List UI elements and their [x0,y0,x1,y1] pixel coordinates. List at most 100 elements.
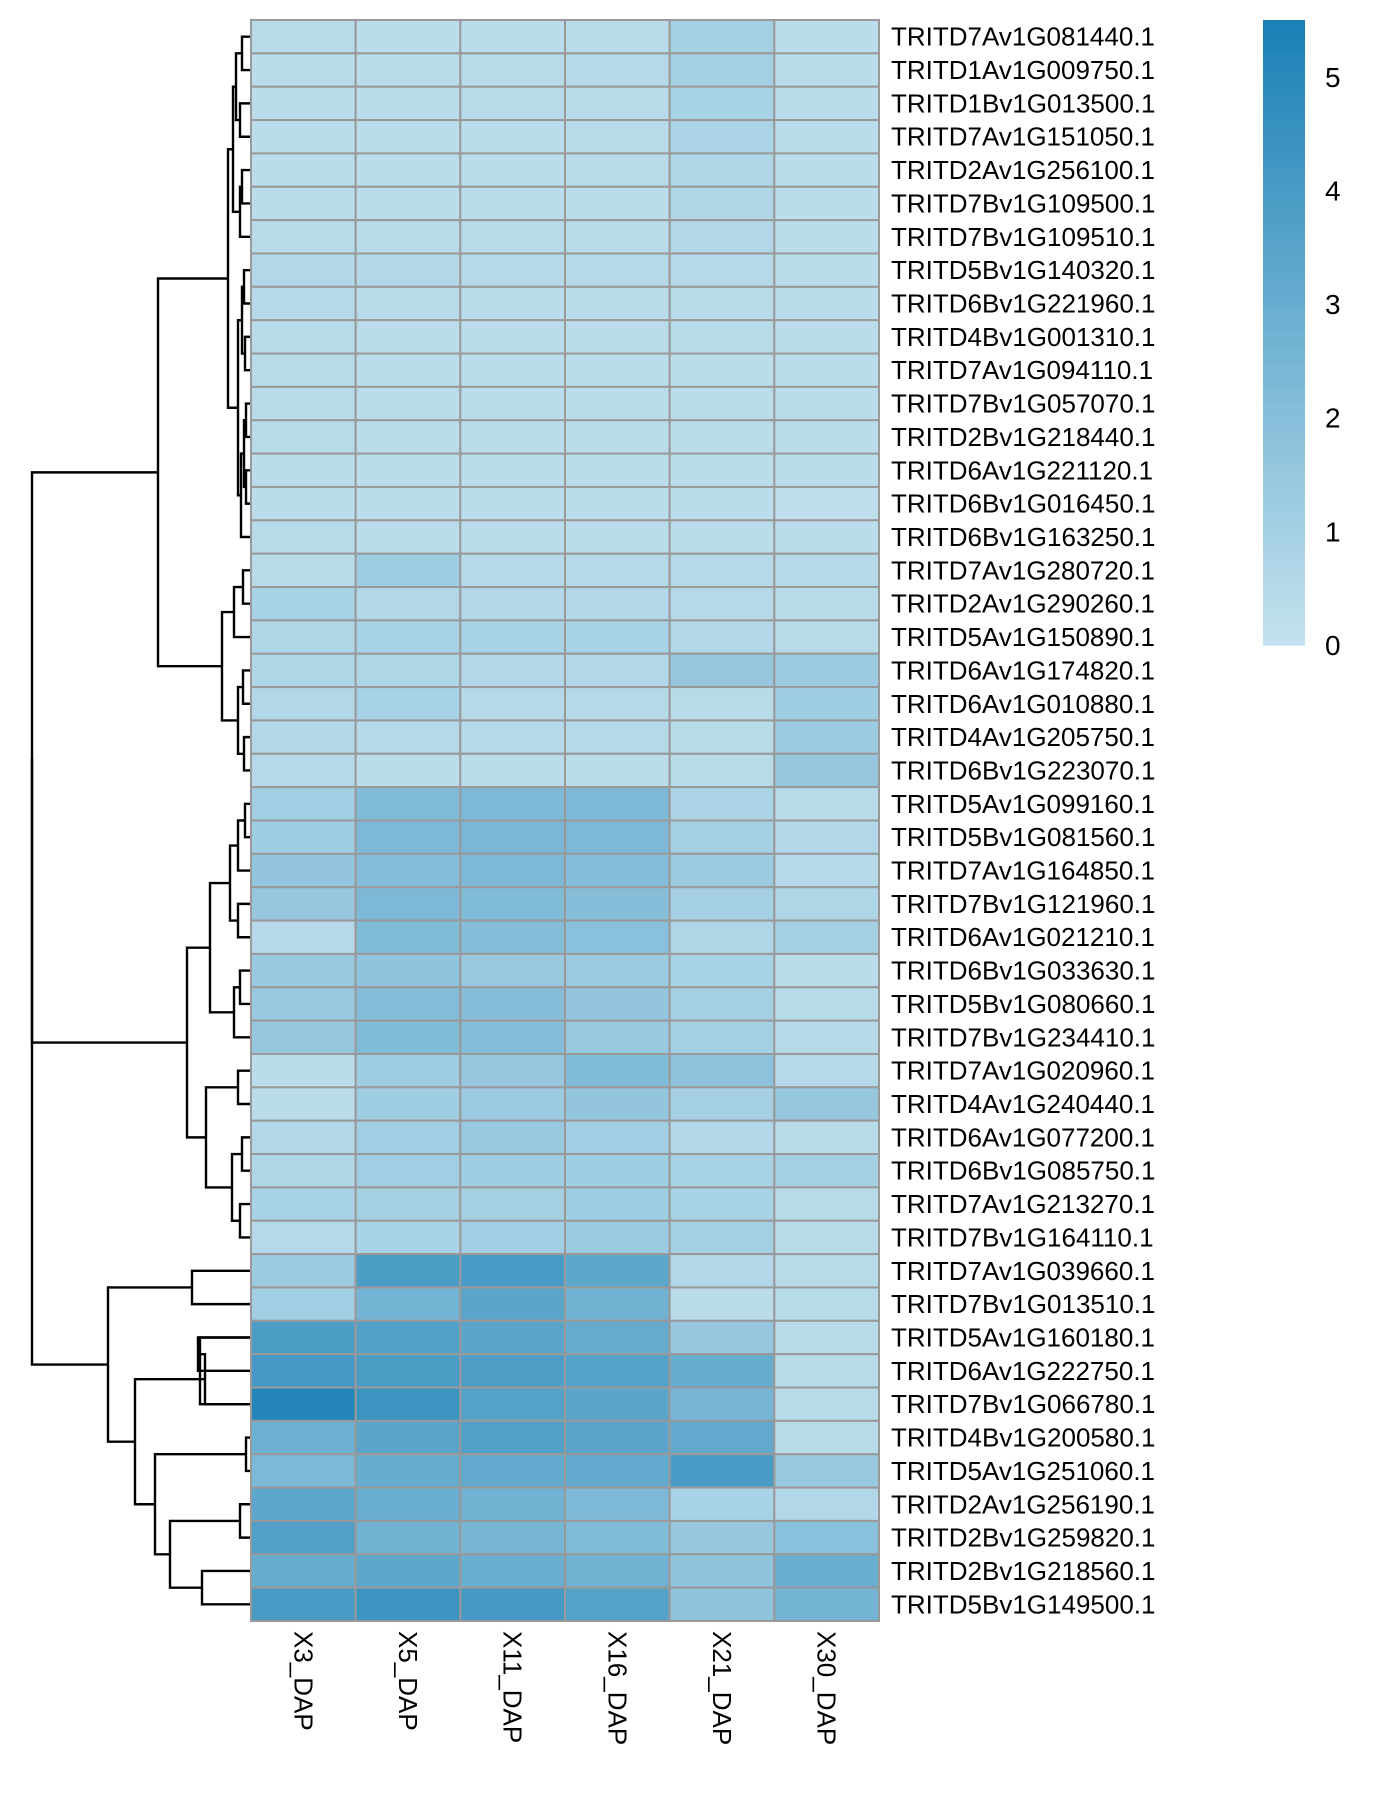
heatmap-cell [668,419,776,455]
heatmap-cell [564,1286,671,1322]
heatmap-cell [459,719,567,755]
heatmap-cell [773,285,880,322]
row-label: TRITD7Av1G213270.1 [891,1189,1155,1219]
heatmap-cell [354,1586,462,1623]
heatmap-cell [668,552,776,589]
heatmap-cell [250,1419,357,1456]
heatmap-cell [354,786,462,822]
heatmap-cell [459,1519,567,1556]
heatmap-cell [668,1553,776,1589]
row-label: TRITD1Bv1G013500.1 [891,88,1155,118]
row-label: TRITD2Av1G290260.1 [891,589,1155,619]
heatmap-cell [564,1519,671,1556]
column-labels: X3_DAP X5_DAP X11_DAP X16_DAP X21_DAP X30_DAP [288,1631,841,1745]
heatmap-cell [564,919,671,955]
legend-tick-label: 0 [1325,630,1341,661]
heatmap-cell [773,652,880,689]
legend-gradient-segment [1263,457,1305,466]
heatmap-cell [354,552,462,589]
heatmap-cell [773,1586,880,1623]
heatmap-cell [354,1119,462,1156]
heatmap-cell [564,786,671,822]
heatmap-cell [459,652,567,689]
dendrogram-branch [200,1569,251,1606]
heatmap-cell [668,1386,776,1422]
legend-gradient-segment [1263,293,1305,302]
heatmap-cell [354,1253,462,1289]
heatmap-cell [564,1553,671,1589]
heatmap-cell [354,886,462,922]
heatmap-cell [668,219,776,255]
heatmap-cell [354,1019,462,1055]
row-label: TRITD6Bv1G016450.1 [891,489,1155,519]
heatmap-cell [459,19,567,55]
row-label: TRITD7Bv1G234410.1 [891,1022,1155,1052]
row-label: TRITD6Av1G221120.1 [891,455,1153,485]
row-label: TRITD2Av1G256100.1 [891,155,1155,185]
heatmap-cell [354,1219,462,1256]
heatmap-cell [564,185,671,222]
heatmap-cell [459,352,567,388]
heatmap-cell [564,152,671,188]
row-dendrogram [30,35,251,1606]
row-label: TRITD7Bv1G057070.1 [891,389,1155,419]
legend-gradient-segment [1263,629,1305,638]
heatmap-cell [668,85,776,122]
row-label: TRITD6Bv1G033630.1 [891,956,1155,986]
legend-gradient-segment [1263,59,1305,68]
heatmap-cell [773,1019,880,1055]
legend-gradient-segment [1263,574,1305,584]
heatmap-cell [250,1319,357,1356]
heatmap-cell [250,986,357,1022]
legend-gradient-segment [1263,332,1305,341]
heatmap-cell [250,519,357,555]
heatmap-cell [564,1052,671,1089]
legend-gradient-segment [1263,51,1305,60]
heatmap-cell [773,1286,880,1322]
dendrogram-branch [238,102,251,138]
dendrogram-branch [240,1136,251,1172]
heatmap-cell [250,1586,357,1623]
heatmap-cell [668,52,776,88]
legend-gradient-segment [1263,637,1305,646]
legend-gradient-segment [1263,449,1305,459]
heatmap-cell [668,1519,776,1556]
heatmap-cell [354,1153,462,1189]
legend-gradient-segment [1263,309,1305,318]
legend-gradient-segment [1263,363,1305,373]
heatmap-cell [250,1052,357,1089]
heatmap-cell [564,819,671,855]
row-label: TRITD5Av1G099160.1 [891,789,1155,819]
heatmap-cell [564,1386,671,1422]
heatmap-cell [354,1419,462,1456]
heatmap-cell [250,1186,357,1222]
heatmap-cell [354,586,462,622]
heatmap-cell [459,419,567,455]
heatmap-cell [250,1153,357,1189]
heatmap-cell [773,919,880,955]
heatmap-cell [250,152,357,188]
legend-gradient-segment [1263,434,1305,443]
heatmap-cell [354,352,462,388]
heatmap-cell [250,919,357,955]
legend-gradient-segment [1263,43,1305,52]
row-label: TRITD1Av1G009750.1 [891,55,1155,85]
heatmap-cell [354,319,462,355]
heatmap-cells [250,19,880,1623]
row-label: TRITD6Bv1G223070.1 [891,755,1155,785]
heatmap-cell [459,1453,567,1489]
heatmap-cell [564,519,671,555]
heatmap-cell [354,1086,462,1122]
heatmap-cell [459,252,567,288]
heatmap-cell [564,886,671,922]
heatmap-cell [250,185,357,222]
heatmap-cell [354,1486,462,1522]
heatmap-cell [564,1019,671,1055]
heatmap-cell [668,1153,776,1189]
heatmap-cell [354,1553,462,1589]
heatmap-cell [250,1553,357,1589]
heatmap-cell [459,452,567,488]
heatmap-cell [773,1519,880,1556]
heatmap-cell [459,485,567,522]
heatmap-cell [250,819,357,855]
